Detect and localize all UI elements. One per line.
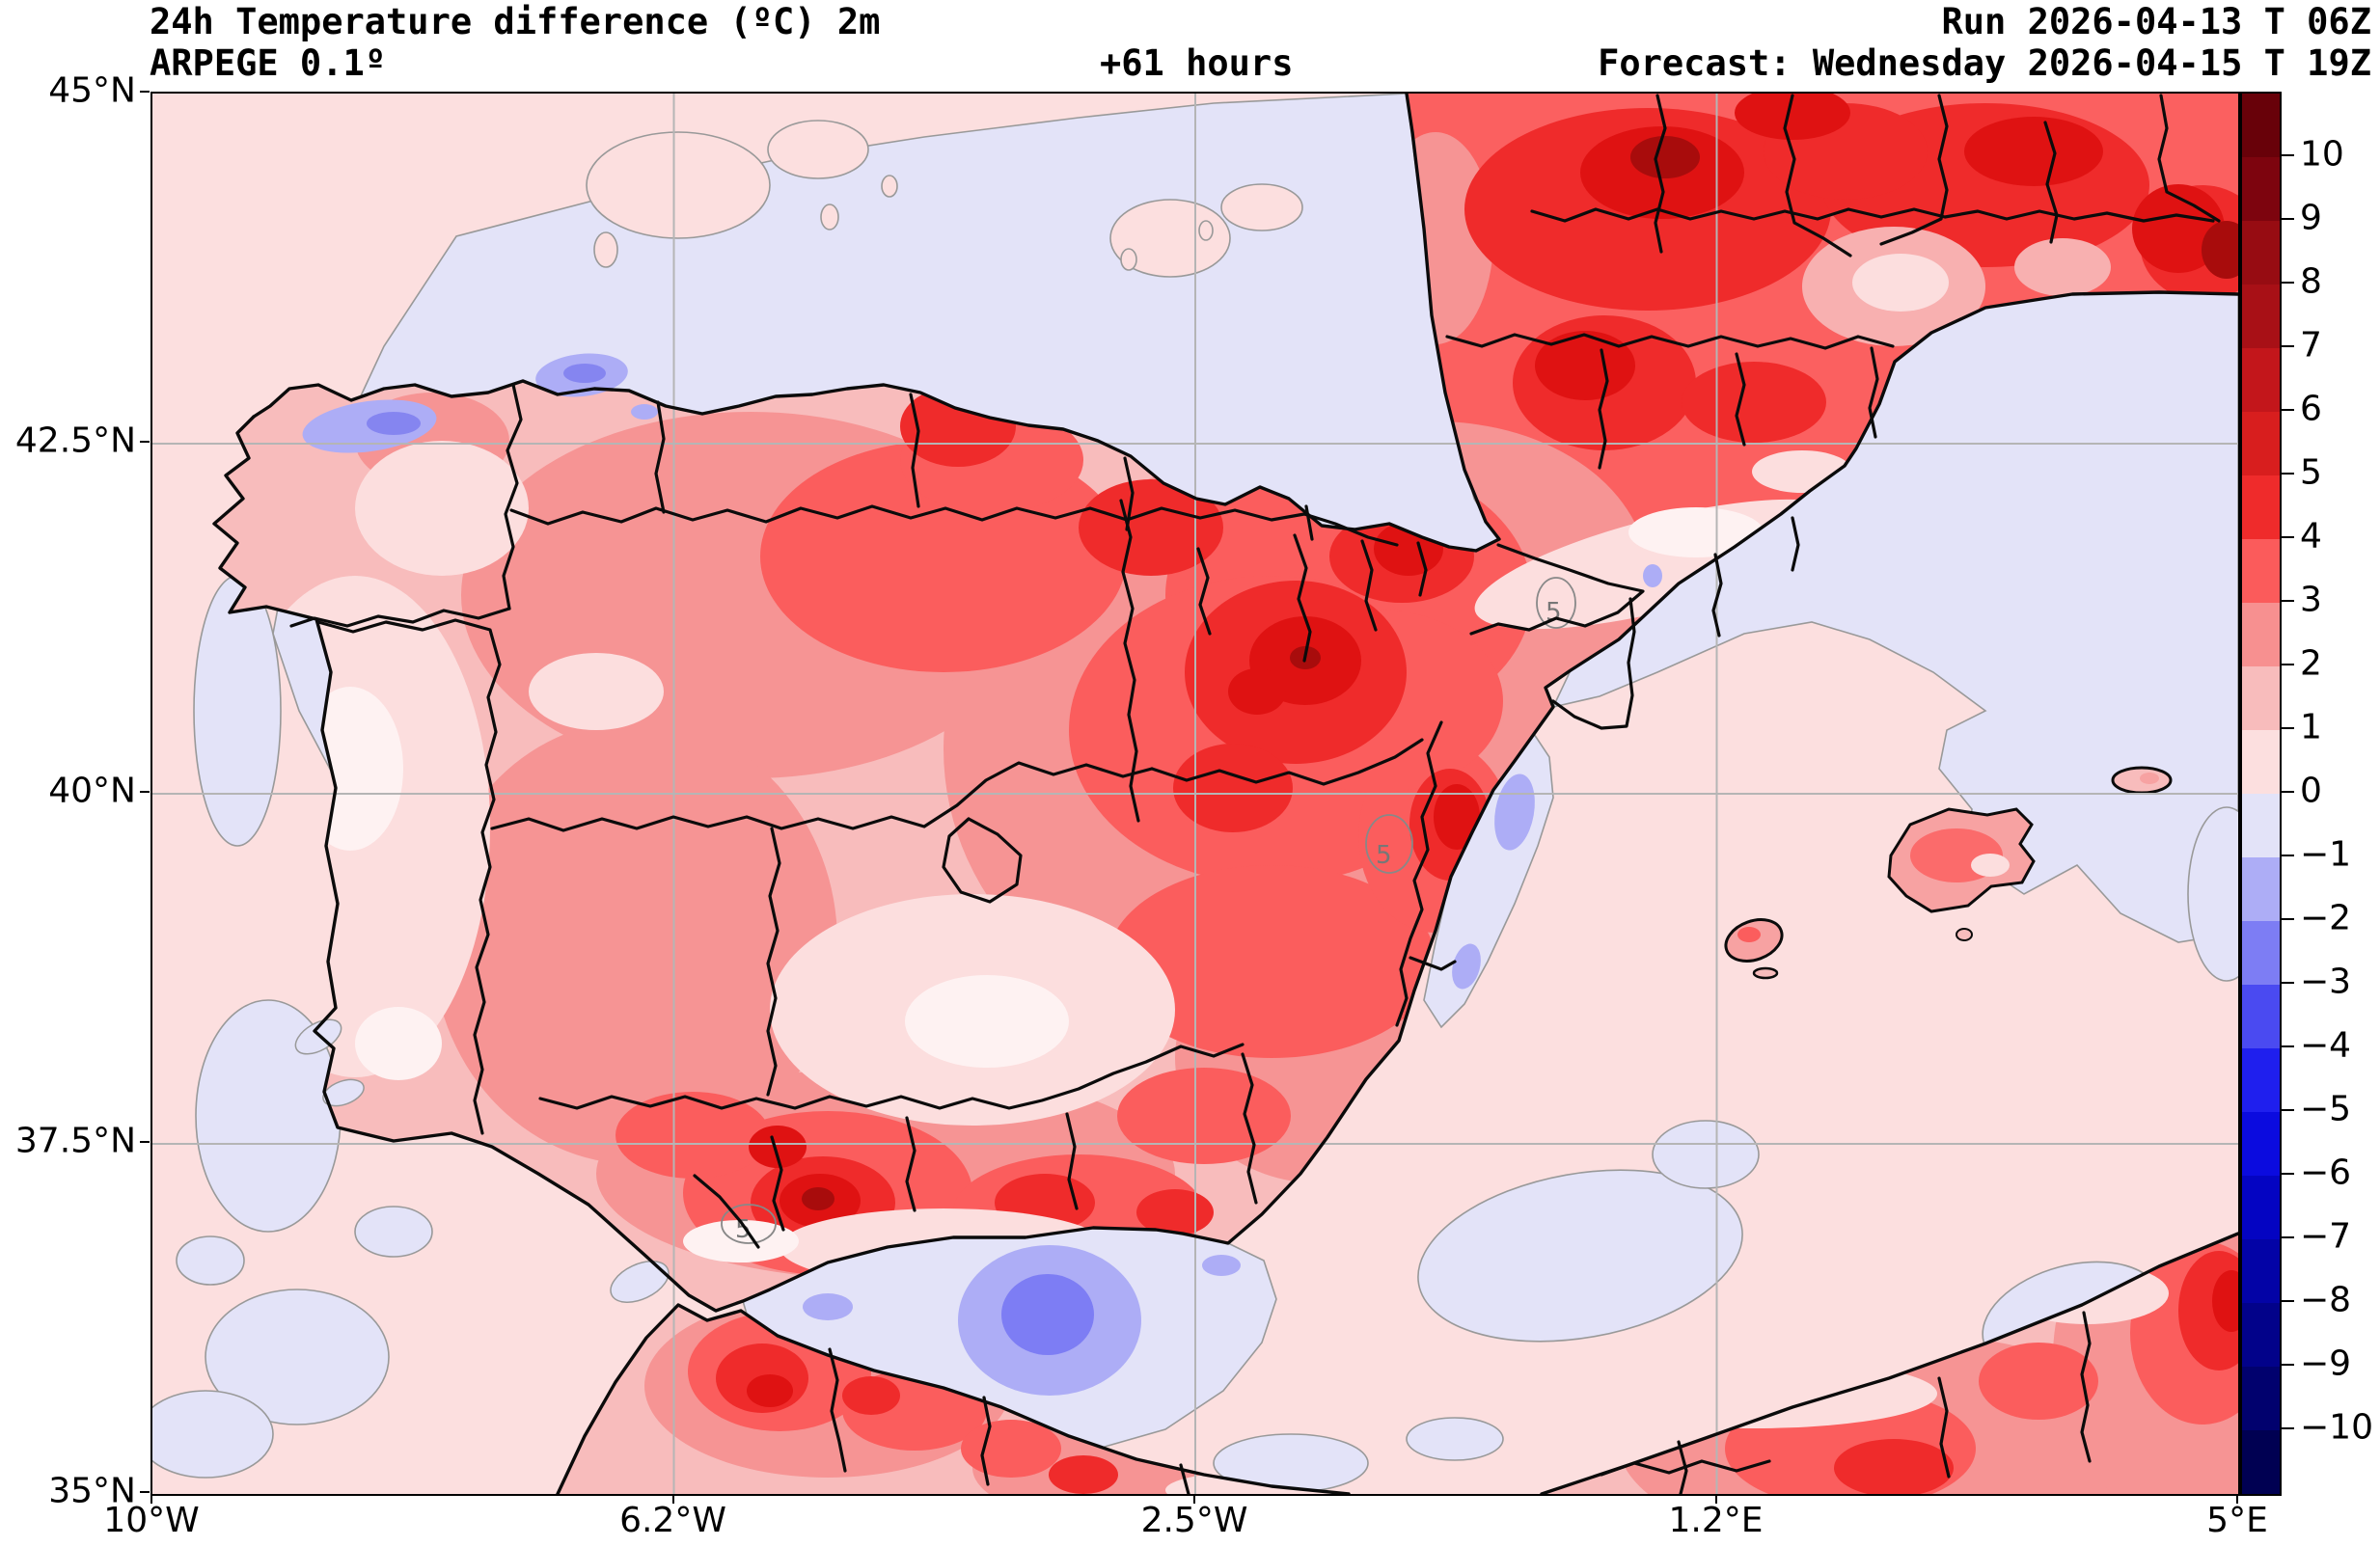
colorbar [2240, 92, 2282, 1496]
colorbar-tick-label: 10 [2300, 134, 2344, 175]
lead-time-label: +61 hours [1100, 42, 1294, 84]
colorbar-tick-label: −9 [2300, 1343, 2352, 1384]
contour-label-5: 5 [1376, 841, 1392, 870]
colorbar-tick-label: 4 [2300, 516, 2322, 556]
colorbar-segment [2242, 221, 2280, 285]
colorbar-tick-label: 9 [2300, 198, 2322, 238]
colorbar-segment [2242, 475, 2280, 539]
colorbar-tick-mark [2280, 473, 2294, 475]
colorbar-tick-label: −7 [2300, 1216, 2352, 1257]
y-tick-label: 45°N [48, 70, 136, 111]
colorbar-segment [2242, 539, 2280, 603]
colorbar-segment [2242, 603, 2280, 666]
colorbar-tick-label: −1 [2300, 834, 2352, 875]
colorbar-tick-mark [2280, 218, 2294, 220]
y-tick-mark [140, 791, 150, 793]
colorbar-segment [2242, 730, 2280, 794]
run-label: Run 2026-04-13 T 06Z [1941, 1, 2371, 42]
y-tick-mark [140, 1141, 150, 1143]
y-tick-mark [140, 1491, 150, 1493]
colorbar-tick-mark [2280, 1173, 2294, 1175]
model-label: ARPEGE 0.1º [150, 42, 387, 84]
x-tick-label: 1.2°E [1668, 1501, 1764, 1540]
colorbar-segment [2242, 794, 2280, 857]
colorbar-tick-label: −4 [2300, 1025, 2352, 1066]
colorbar-tick-label: 7 [2300, 325, 2322, 366]
colorbar-tick-label: 6 [2300, 389, 2322, 429]
colorbar-tick-mark [2280, 918, 2294, 920]
colorbar-tick-mark [2280, 1045, 2294, 1047]
colorbar-segment [2242, 1303, 2280, 1367]
y-tick-label: 40°N [48, 771, 136, 811]
colorbar-tick-label: 0 [2300, 771, 2322, 811]
colorbar-tick-mark [2280, 727, 2294, 729]
colorbar-tick-mark [2280, 982, 2294, 984]
chart-title: 24h Temperature difference (ºC) 2m [150, 1, 881, 42]
colorbar-segment [2242, 285, 2280, 348]
colorbar-tick-mark [2280, 1300, 2294, 1302]
colorbar-tick-label: −6 [2300, 1153, 2352, 1193]
colorbar-tick-mark [2280, 154, 2294, 156]
colorbar-segment [2242, 94, 2280, 157]
y-tick-label: 35°N [48, 1471, 136, 1511]
colorbar-tick-mark [2280, 409, 2294, 411]
contour-label-5: 5 [735, 1215, 752, 1244]
colorbar-tick-mark [2280, 1236, 2294, 1238]
colorbar-segment [2242, 348, 2280, 412]
x-tick-label: 5°E [2206, 1501, 2268, 1540]
colorbar-segment [2242, 1367, 2280, 1430]
colorbar-segment [2242, 1048, 2280, 1112]
x-tick-mark [2236, 1494, 2238, 1504]
colorbar-tick-mark [2280, 1109, 2294, 1111]
colorbar-tick-label: −2 [2300, 898, 2352, 938]
colorbar-tick-label: −8 [2300, 1280, 2352, 1320]
y-tick-mark [140, 91, 150, 93]
x-tick-mark [1193, 1494, 1195, 1504]
colorbar-tick-mark [2280, 791, 2294, 793]
colorbar-tick-label: 5 [2300, 452, 2322, 493]
y-tick-label: 42.5°N [14, 421, 136, 461]
y-tick-mark [140, 441, 150, 443]
colorbar-segment [2242, 1430, 2280, 1494]
x-tick-mark [671, 1494, 674, 1504]
colorbar-tick-label: 1 [2300, 707, 2322, 747]
colorbar-tick-label: 2 [2300, 643, 2322, 684]
colorbar-segment [2242, 1176, 2280, 1239]
colorbar-tick-mark [2280, 600, 2294, 602]
map-canvas: 5 5 5 [152, 94, 2238, 1494]
colorbar-segment [2242, 1112, 2280, 1176]
colorbar-tick-label: −10 [2300, 1407, 2373, 1448]
x-tick-mark [150, 1494, 152, 1504]
colorbar-segment [2242, 1239, 2280, 1303]
colorbar-tick-mark [2280, 1427, 2294, 1429]
y-tick-label: 37.5°N [14, 1121, 136, 1161]
colorbar-tick-mark [2280, 282, 2294, 284]
colorbar-tick-mark [2280, 1364, 2294, 1366]
colorbar-segment [2242, 921, 2280, 985]
colorbar-tick-mark [2280, 855, 2294, 856]
colorbar-segment [2242, 985, 2280, 1048]
colorbar-segment [2242, 666, 2280, 730]
forecast-label: Forecast: Wednesday 2026-04-15 T 19Z [1598, 42, 2371, 84]
colorbar-segment [2242, 412, 2280, 475]
colorbar-tick-mark [2280, 664, 2294, 665]
colorbar-tick-label: 8 [2300, 261, 2322, 302]
colorbar-segment [2242, 157, 2280, 221]
map-plot-area: 5 5 5 [150, 92, 2240, 1496]
colorbar-tick-label: −5 [2300, 1089, 2352, 1129]
x-tick-mark [1714, 1494, 1717, 1504]
x-tick-label: 10°W [103, 1501, 200, 1540]
colorbar-tick-mark [2280, 536, 2294, 538]
colorbar-tick-label: 3 [2300, 580, 2322, 620]
colorbar-tick-mark [2280, 345, 2294, 347]
colorbar-tick-label: −3 [2300, 962, 2352, 1002]
colorbar-segment [2242, 857, 2280, 921]
x-tick-label: 2.5°W [1140, 1501, 1248, 1540]
x-tick-label: 6.2°W [619, 1501, 726, 1540]
